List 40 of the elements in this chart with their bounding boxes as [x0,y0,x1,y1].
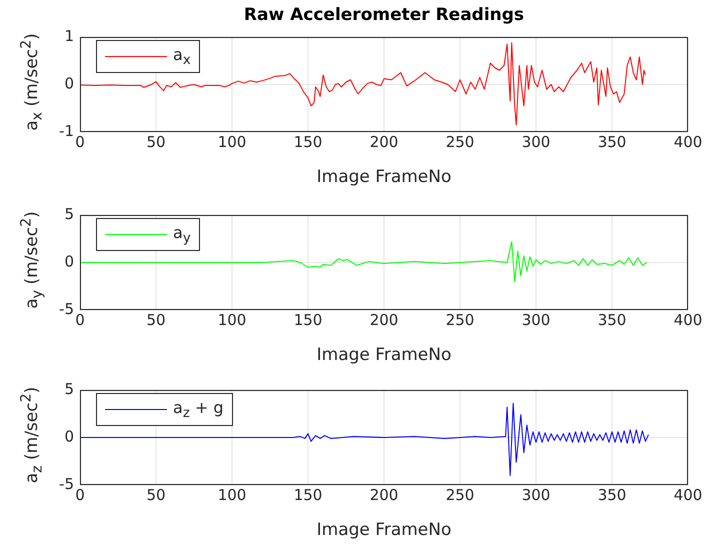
x-tick-label: 100 [218,486,246,504]
y-tick-label: 0 [64,74,74,92]
x-tick-label: 50 [146,132,166,151]
x-tick-label: 300 [522,132,550,151]
y-tick-label: -5 [59,474,74,493]
x-tick-label: 300 [522,310,550,329]
y-tick-label: 0 [64,427,74,446]
x-tick-label: 50 [146,486,166,504]
x-axis-title: Image FrameNo [316,167,452,188]
x-tick-label: 50 [146,310,166,329]
x-tick-label: 400 [674,486,702,504]
x-tick-label: 200 [370,486,398,504]
x-axis-title: Image FrameNo [316,345,452,366]
x-tick-label: 250 [446,132,474,151]
y-tick-label: 1 [64,26,74,45]
y-tick-label: 5 [64,380,74,398]
x-tick-label: 200 [370,310,398,329]
x-tick-label: 150 [294,310,322,329]
x-tick-label: 350 [598,132,626,151]
x-tick-label: 100 [218,310,246,329]
y-tick-label: 0 [64,252,74,270]
x-tick-label: 150 [294,132,322,151]
x-tick-label: 350 [598,486,626,504]
y-tick-label: -1 [59,122,74,140]
y-tick-label: -5 [59,300,74,318]
legend-label: a$_{z}$ + g [173,398,224,422]
x-tick-label: 100 [218,132,246,151]
x-tick-label: 350 [598,310,626,329]
chart-title: Raw Accelerometer Readings [242,5,526,25]
x-tick-label: 200 [370,132,398,151]
x-tick-label: 150 [294,486,322,504]
legend-label: a$_{y}$ [173,223,191,246]
x-tick-label: 400 [674,132,702,151]
x-tick-label: 400 [674,310,702,329]
legend-label: a$_{x}$ [173,45,191,68]
x-tick-label: 300 [522,486,550,504]
x-tick-label: 250 [446,310,474,329]
x-tick-label: 250 [446,486,474,504]
x-axis-title: Image FrameNo [316,520,452,540]
y-tick-label: 5 [64,204,74,223]
